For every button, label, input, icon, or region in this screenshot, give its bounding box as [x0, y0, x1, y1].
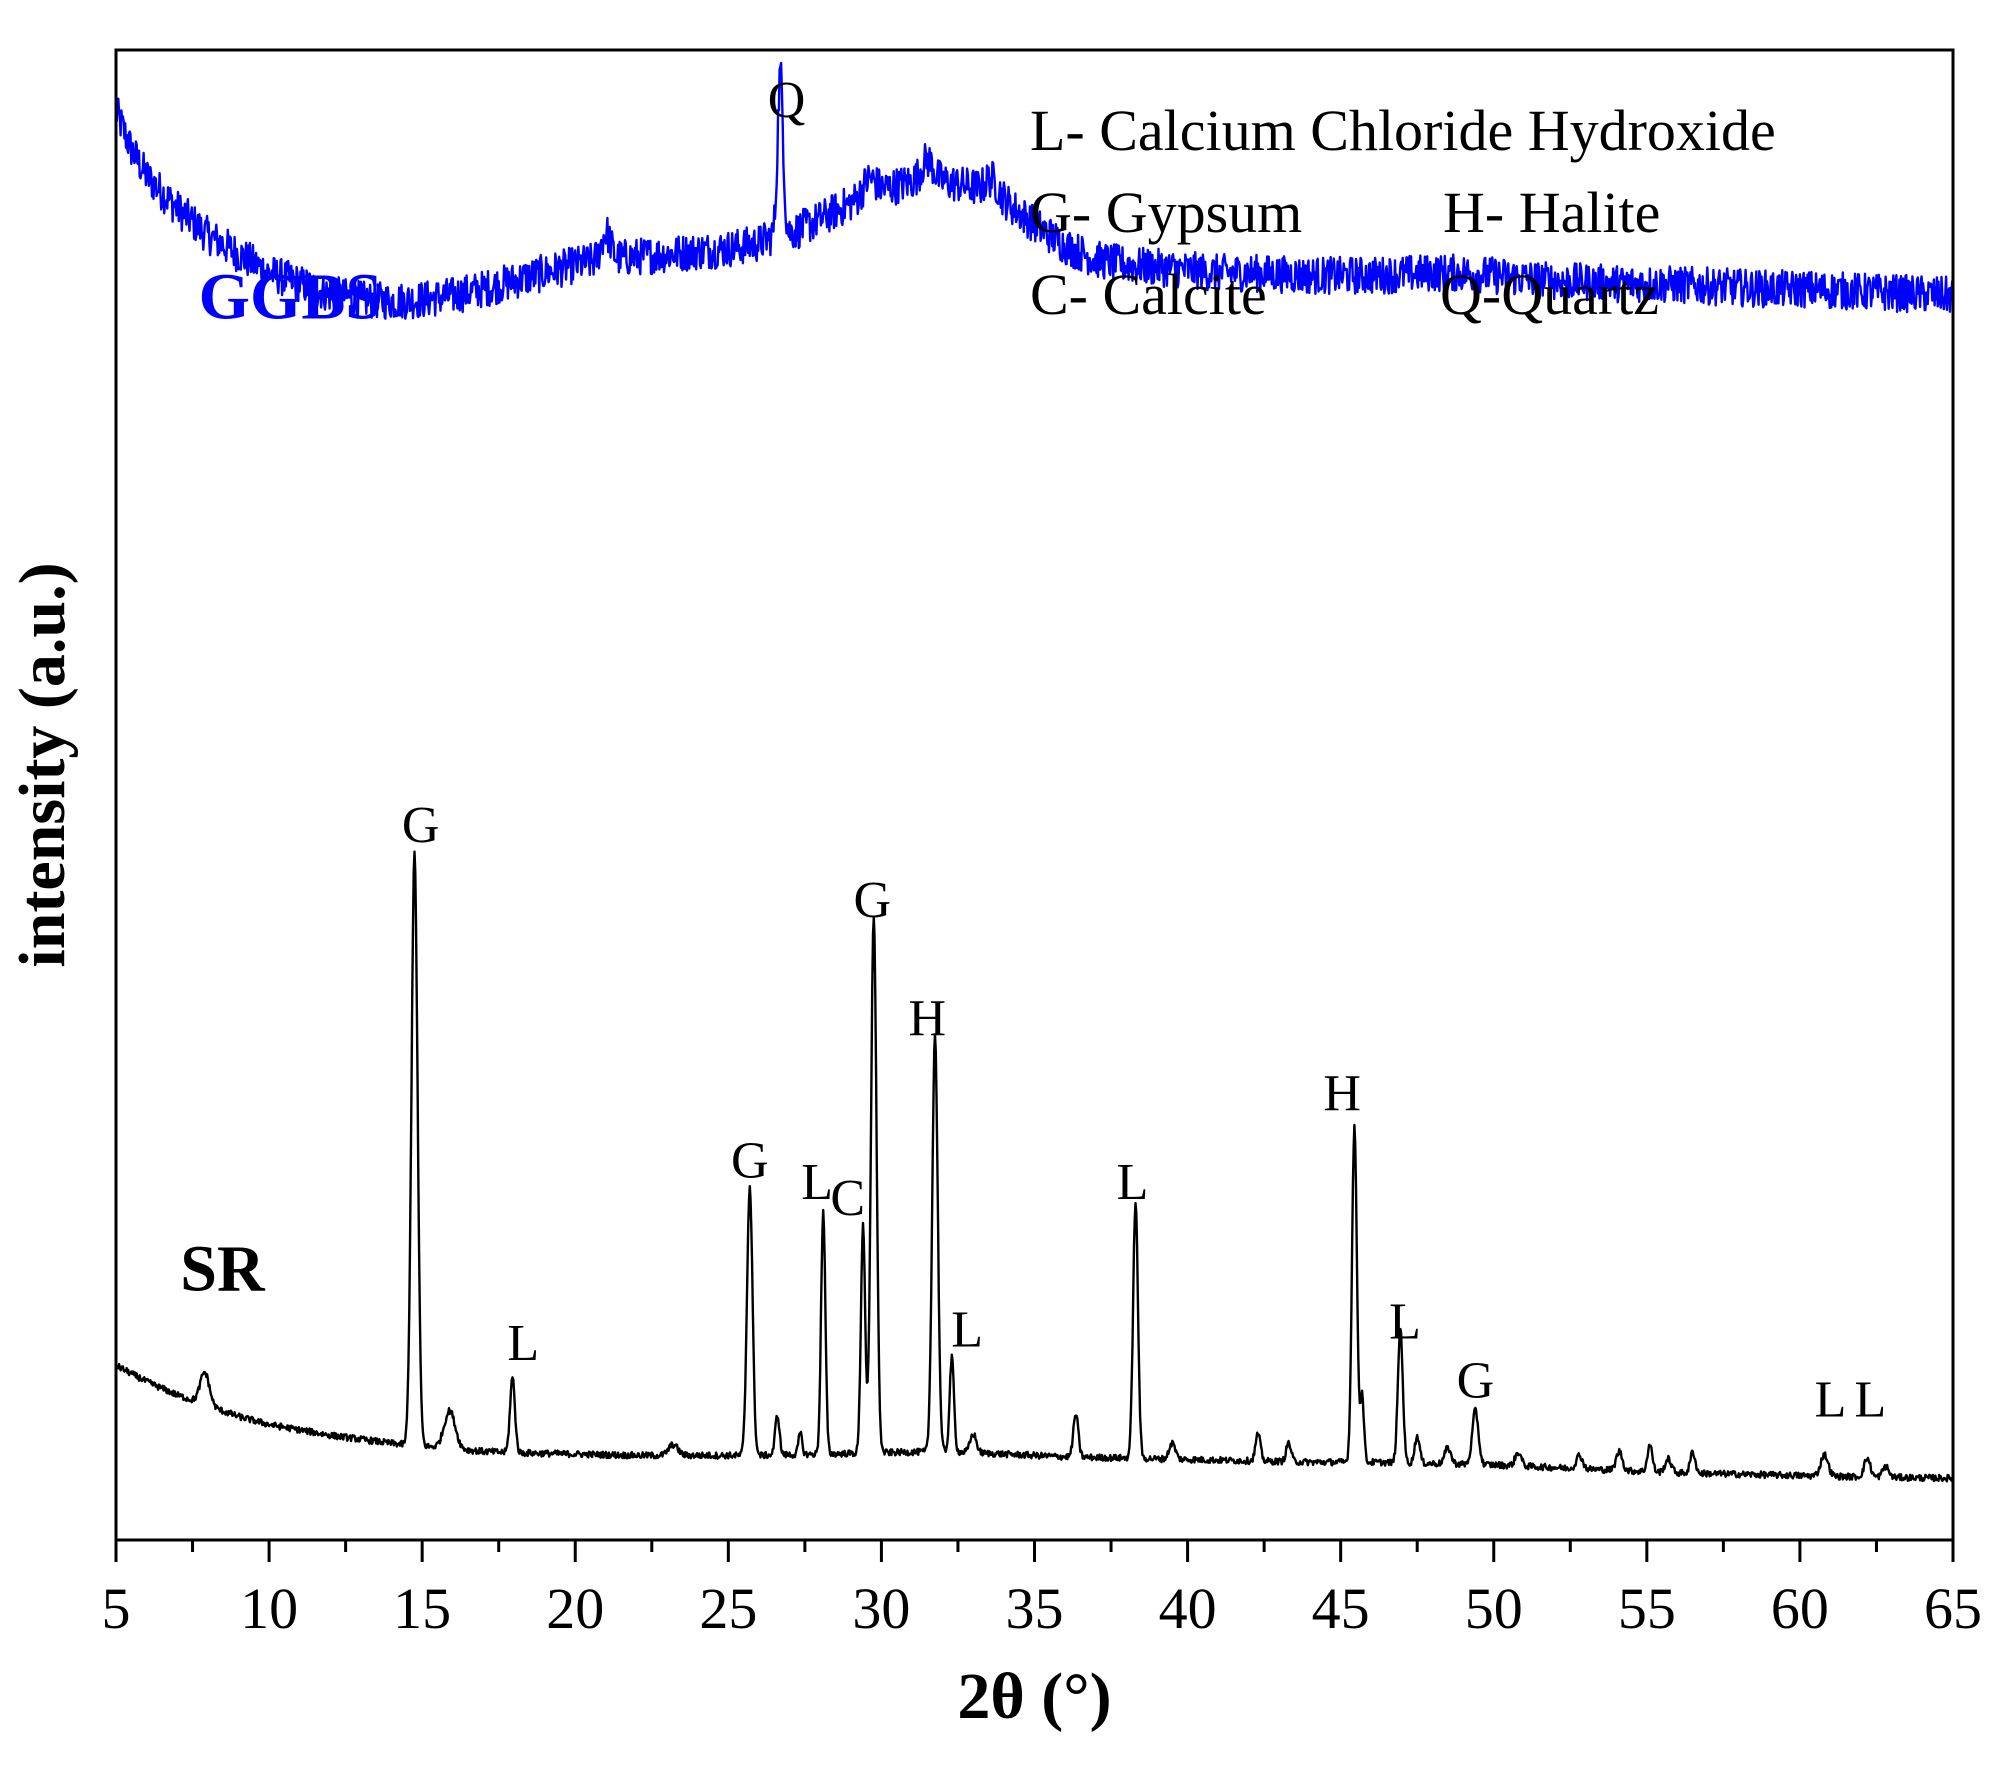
peak-label: L: [1117, 1154, 1149, 1211]
x-tick-label: 60: [1771, 1576, 1829, 1641]
legend-entry-g: G- Gypsum: [1030, 180, 1302, 245]
peak-label: G: [853, 872, 891, 929]
x-tick-label: 65: [1924, 1576, 1982, 1641]
x-tick-label: 55: [1618, 1576, 1676, 1641]
peak-label: L: [507, 1315, 539, 1372]
peak-label: G: [1457, 1353, 1495, 1410]
series-line-ggbs: [114, 61, 1955, 320]
x-tick-label: 15: [393, 1576, 451, 1641]
peak-label: L: [951, 1302, 983, 1359]
legend-entry-c: C- Calcite: [1030, 262, 1267, 327]
peak-label: C: [830, 1170, 865, 1227]
x-axis-title: 2θ (°): [957, 1660, 1111, 1733]
series-label-ggbs: GGBS: [199, 260, 382, 333]
x-tick-label: 50: [1465, 1576, 1523, 1641]
legend-entry-l: L- Calcium Chloride Hydroxide: [1030, 98, 1776, 163]
x-tick-label: 20: [546, 1576, 604, 1641]
legend-entry-q: Q-Quartz: [1440, 262, 1659, 327]
series-line-sr: [115, 850, 1955, 1483]
peak-label: L: [1815, 1372, 1847, 1429]
peak-label: L: [1389, 1294, 1421, 1351]
y-axis-title: intensity (a.u.): [6, 562, 79, 967]
legend-entry-h: H- Halite: [1443, 180, 1660, 245]
x-tick-label: 10: [240, 1576, 298, 1641]
x-tick-label: 30: [852, 1576, 910, 1641]
peak-label: G: [402, 797, 440, 854]
legend: L- Calcium Chloride Hydroxide G- Gypsum …: [1030, 98, 1776, 327]
x-tick-label: 35: [1006, 1576, 1064, 1641]
peak-label: H: [1323, 1065, 1361, 1122]
peak-label: L: [1854, 1372, 1886, 1429]
x-tick-label: 45: [1312, 1576, 1370, 1641]
x-tick-label: 5: [102, 1576, 131, 1641]
x-tick-label: 25: [699, 1576, 757, 1641]
peak-label: H: [909, 990, 947, 1047]
series-label-sr: SR: [180, 1232, 266, 1305]
peak-label: Q: [768, 72, 806, 129]
peak-label: G: [731, 1133, 769, 1190]
x-tick-label: 40: [1159, 1576, 1217, 1641]
peak-label: L: [801, 1154, 833, 1211]
